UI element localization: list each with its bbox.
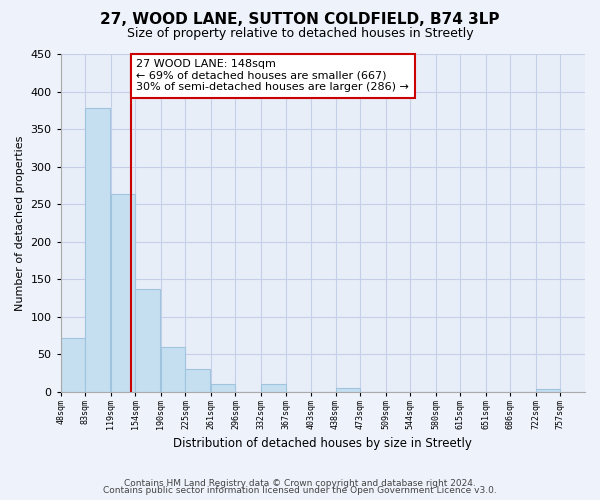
Bar bbox=[185, 369, 210, 392]
Text: 27, WOOD LANE, SUTTON COLDFIELD, B74 3LP: 27, WOOD LANE, SUTTON COLDFIELD, B74 3LP bbox=[100, 12, 500, 28]
Bar bbox=[136, 289, 160, 392]
Text: Contains public sector information licensed under the Open Government Licence v3: Contains public sector information licen… bbox=[103, 486, 497, 495]
Bar bbox=[261, 384, 286, 392]
Bar bbox=[85, 108, 110, 392]
X-axis label: Distribution of detached houses by size in Streetly: Distribution of detached houses by size … bbox=[173, 437, 472, 450]
Bar bbox=[161, 346, 185, 392]
Text: Size of property relative to detached houses in Streetly: Size of property relative to detached ho… bbox=[127, 28, 473, 40]
Y-axis label: Number of detached properties: Number of detached properties bbox=[15, 135, 25, 310]
Bar bbox=[335, 388, 360, 392]
Text: Contains HM Land Registry data © Crown copyright and database right 2024.: Contains HM Land Registry data © Crown c… bbox=[124, 478, 476, 488]
Bar bbox=[211, 384, 235, 392]
Text: 27 WOOD LANE: 148sqm
← 69% of detached houses are smaller (667)
30% of semi-deta: 27 WOOD LANE: 148sqm ← 69% of detached h… bbox=[136, 60, 409, 92]
Bar bbox=[536, 390, 560, 392]
Bar bbox=[61, 338, 85, 392]
Bar bbox=[111, 194, 136, 392]
